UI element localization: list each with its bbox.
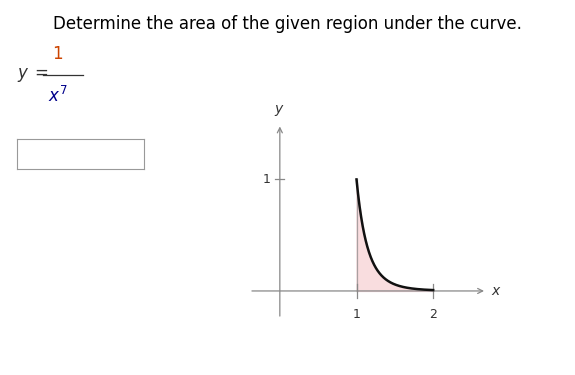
Text: $2$: $2$ (429, 308, 438, 321)
Text: Determine the area of the given region under the curve.: Determine the area of the given region u… (53, 15, 522, 33)
Text: $1$: $1$ (352, 308, 361, 321)
Text: $x^7$: $x^7$ (48, 86, 67, 106)
Text: $1$: $1$ (52, 46, 63, 63)
Text: $y$: $y$ (274, 103, 285, 118)
Text: $y\;=$: $y\;=$ (17, 66, 49, 84)
Text: $1$: $1$ (262, 173, 271, 186)
Text: $x$: $x$ (490, 284, 501, 298)
